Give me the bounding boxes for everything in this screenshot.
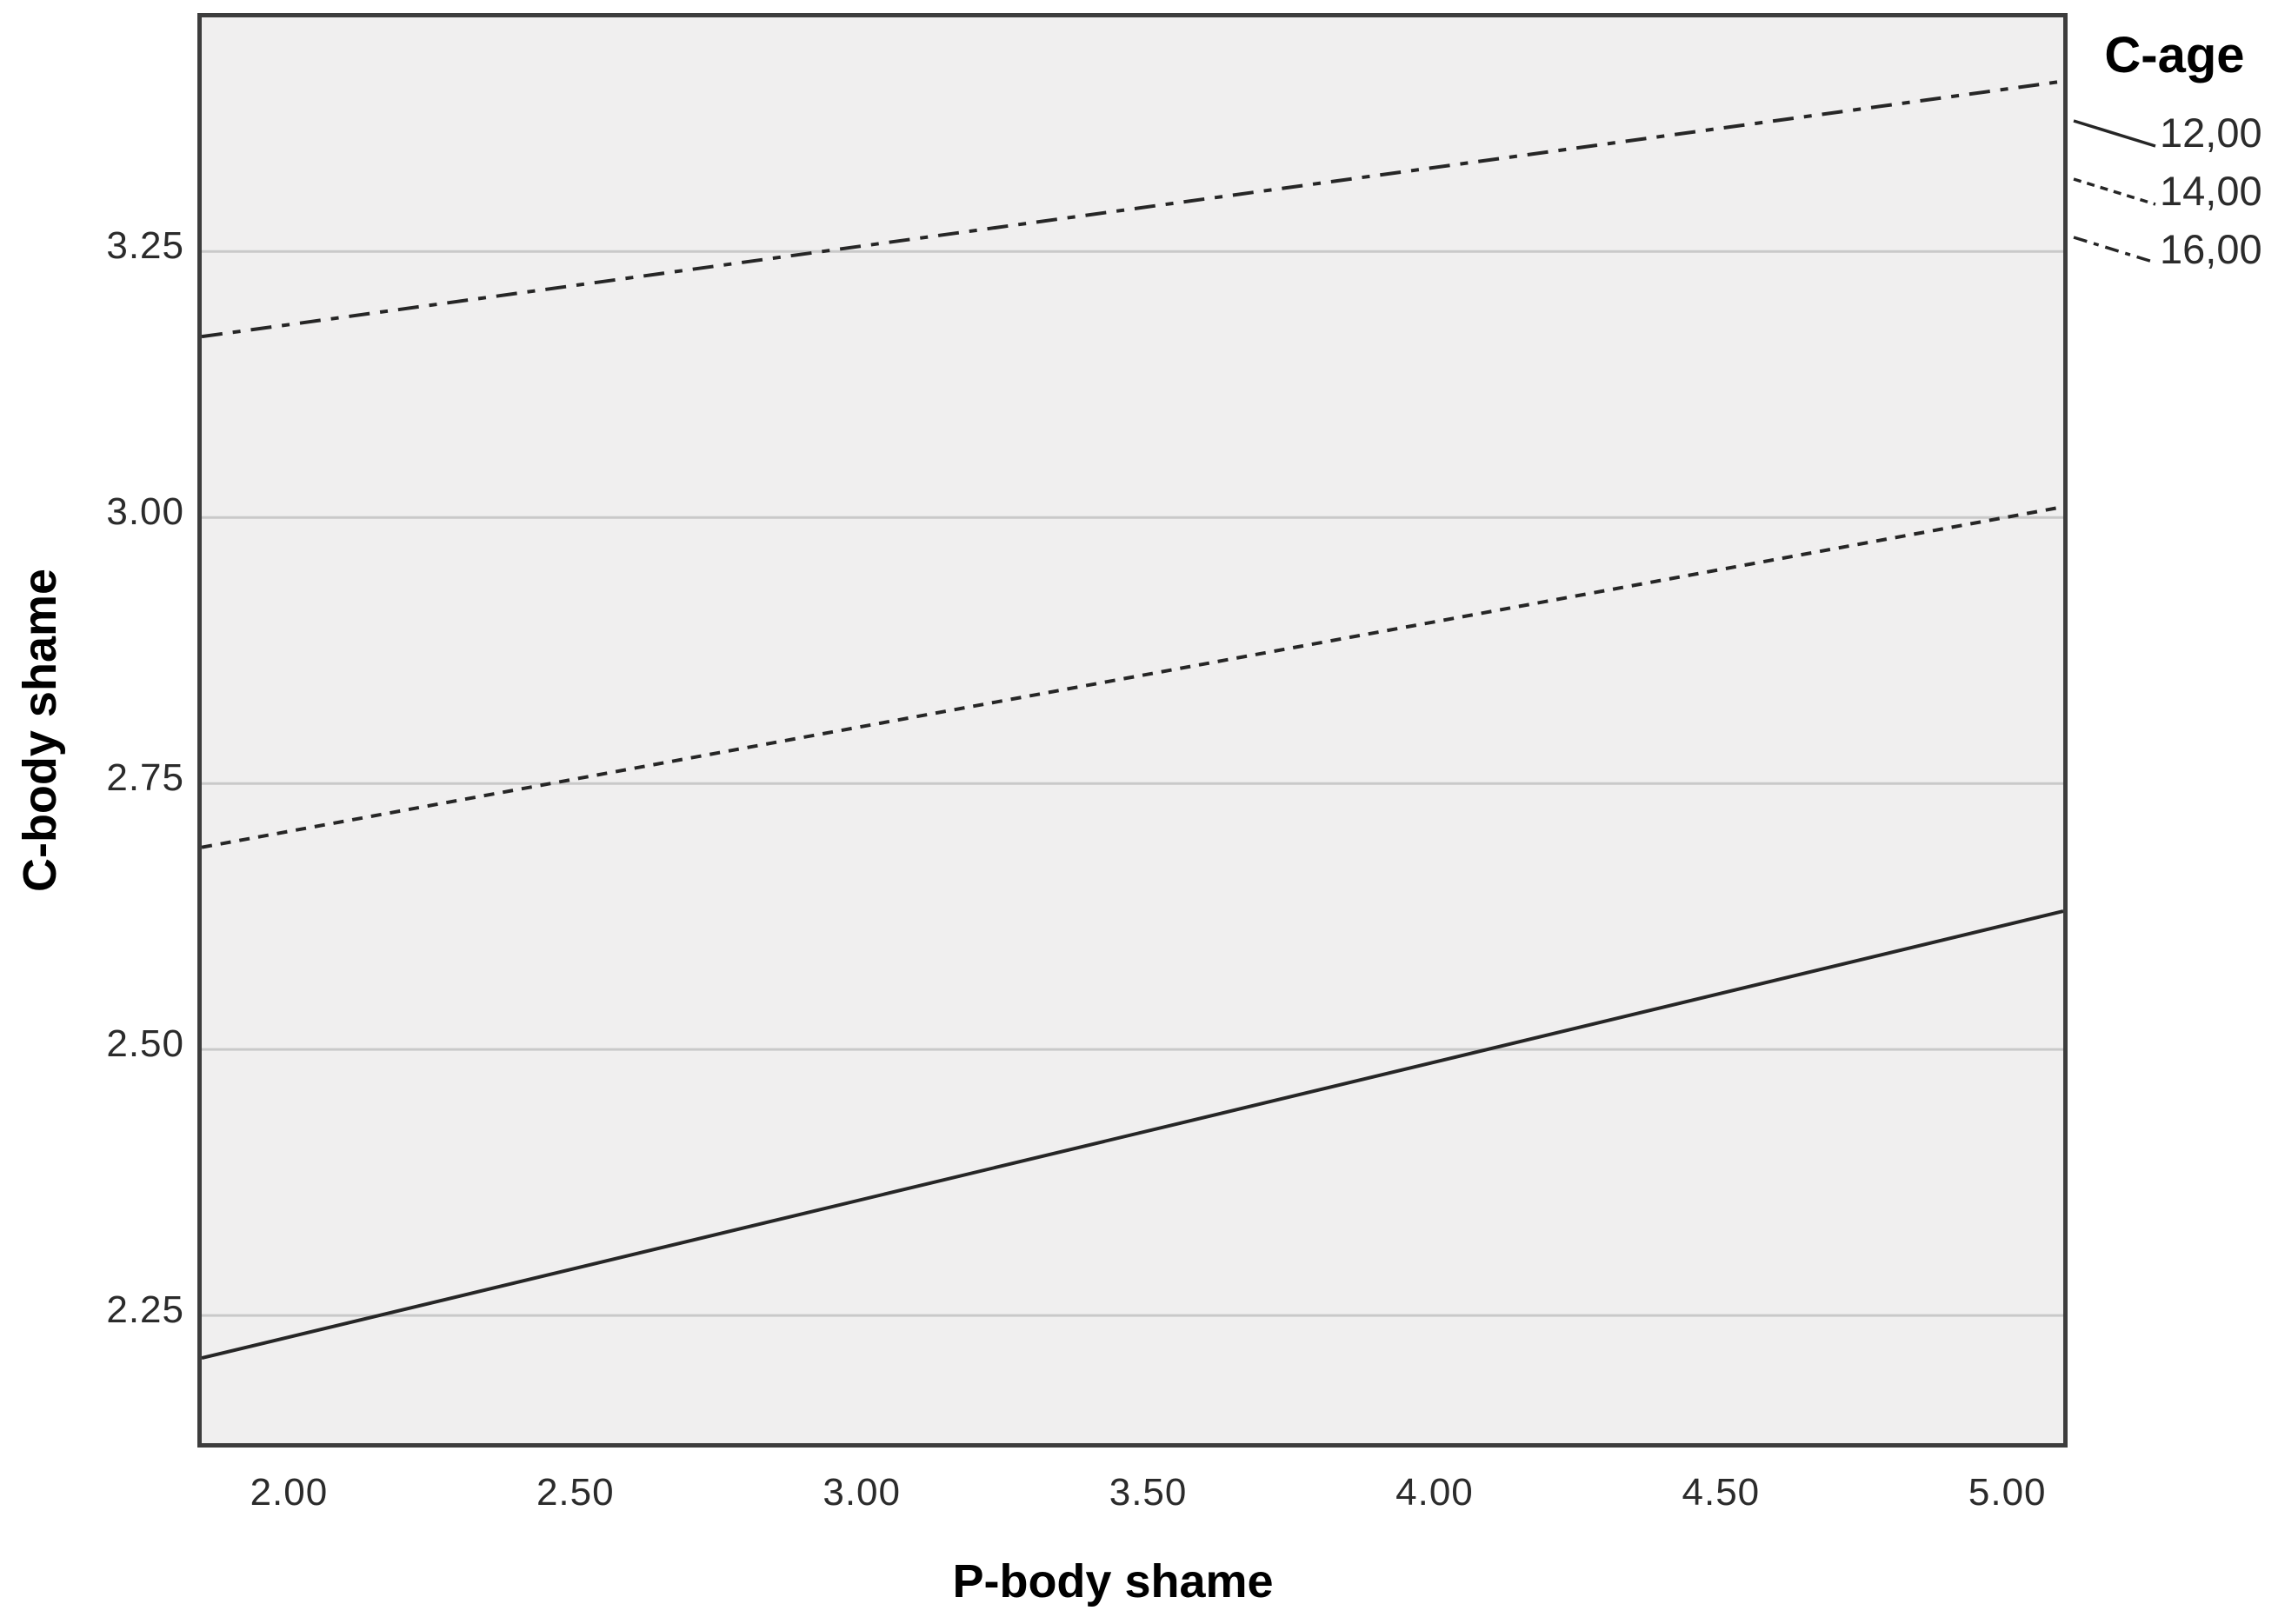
legend-entries: 12,00 14,00 16,00 (2071, 103, 2278, 278)
y-tick-label: 2.50 (106, 1022, 184, 1066)
plot-canvas (202, 79, 2063, 1361)
legend-line-swatch (2073, 235, 2156, 264)
x-axis-title: P-body shame (952, 1555, 1274, 1607)
legend-label: 14,00 (2160, 168, 2262, 214)
y-axis-title: C-body shame (14, 568, 66, 893)
x-tick-label: 2.00 (250, 1471, 329, 1514)
y-tick-label: 3.25 (106, 224, 184, 268)
legend-line-swatch (2073, 118, 2156, 148)
plot-area (197, 13, 2068, 1448)
x-tick-label: 4.50 (1682, 1471, 1761, 1514)
x-tick-label: 2.50 (536, 1471, 615, 1514)
x-tick-label: 3.00 (823, 1471, 901, 1514)
series-line-0 (202, 909, 2063, 1361)
legend-title: C-age (2104, 27, 2245, 83)
legend-entry-1: 14,00 (2071, 162, 2278, 220)
y-tick-label: 2.75 (106, 756, 184, 800)
y-tick-label: 3.00 (106, 490, 184, 534)
legend-entry-0: 12,00 (2071, 103, 2278, 162)
x-tick-label: 3.50 (1109, 1471, 1188, 1514)
x-tick-label: 4.00 (1395, 1471, 1474, 1514)
y-tick-label: 2.25 (106, 1288, 184, 1332)
legend-entry-2: 16,00 (2071, 220, 2278, 278)
series-line-1 (202, 505, 2063, 849)
legend-label: 16,00 (2160, 226, 2262, 272)
series-line-2 (202, 79, 2063, 339)
legend: C-age 12,00 14,00 16,00 (2071, 26, 2278, 278)
legend-label: 12,00 (2160, 110, 2262, 156)
legend-line-swatch (2073, 176, 2156, 206)
x-tick-label: 5.00 (1968, 1471, 2047, 1514)
